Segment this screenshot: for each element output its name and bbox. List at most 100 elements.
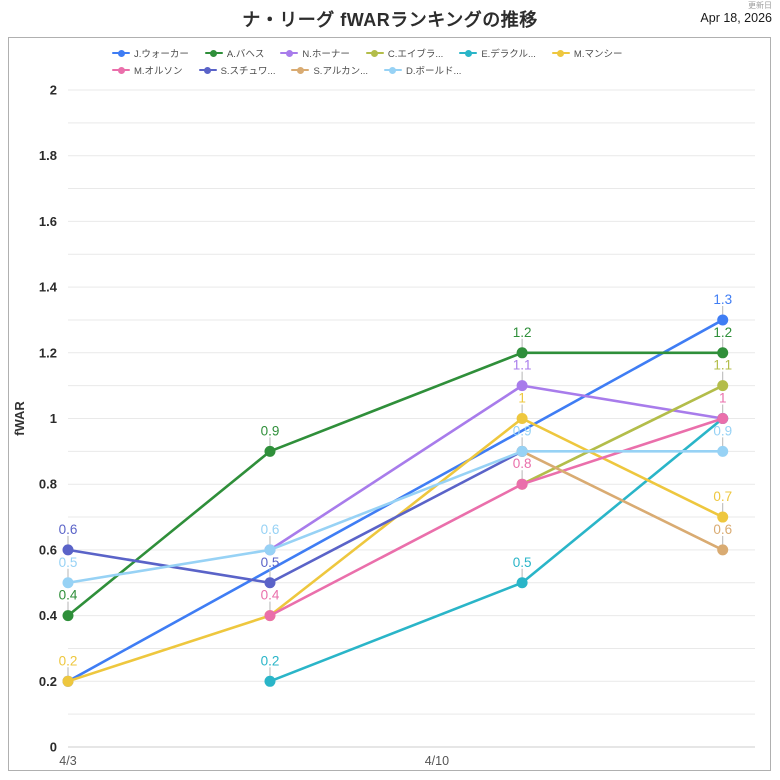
legend-series-marker-icon (383, 66, 402, 75)
updated-info: 更新日 Apr 18, 2026 (700, 1, 772, 26)
y-tick-label: 1.8 (39, 148, 57, 163)
annotation-label: 0.6 (59, 522, 78, 537)
data-point-dot[interactable] (264, 445, 276, 457)
y-tick-label: 2 (50, 83, 57, 98)
legend-label: S.アルカン... (313, 66, 368, 77)
annotation-label: 0.2 (59, 653, 78, 668)
legend-series-marker-icon (291, 66, 310, 75)
data-point-dot[interactable] (717, 314, 729, 326)
annotation-label: 0.9 (713, 423, 732, 438)
annotation-label: 1.2 (513, 325, 532, 340)
series-line (268, 384, 725, 552)
annotation-label: 0.6 (261, 522, 280, 537)
chart-legend: J.ウォーカー A.バヘス N.ホーナー C.エイブラ... E.デラクル... M.マン… (112, 46, 692, 77)
data-point-dot[interactable] (62, 675, 74, 687)
data-point-dot[interactable] (264, 544, 276, 556)
legend-item: M.オルソン (112, 63, 183, 77)
data-point-dot[interactable] (717, 380, 729, 392)
chart-border (8, 37, 771, 771)
legend-label: M.オルソン (134, 66, 183, 77)
series-line (520, 384, 725, 486)
legend-series-marker-icon (204, 49, 223, 58)
legend-item: S.アルカン... (291, 63, 368, 77)
x-tick-label: 4/3 (59, 754, 76, 768)
legend-series-marker-icon (280, 49, 299, 58)
data-point-dot[interactable] (516, 347, 528, 359)
annotation-label: 0.4 (261, 588, 280, 603)
data-point-dot[interactable] (717, 511, 729, 523)
y-tick-label: 1.2 (39, 345, 57, 360)
data-point-dot[interactable] (717, 347, 729, 359)
y-tick-label: 1 (50, 411, 57, 426)
data-point-dot[interactable] (62, 544, 74, 556)
data-point-dot[interactable] (516, 380, 528, 392)
annotation-label: 0.9 (261, 423, 280, 438)
legend-item: M.マンシー (551, 46, 623, 60)
annotation-label: 0.9 (513, 423, 532, 438)
series-line (66, 351, 725, 617)
annotation-label: 0.2 (261, 653, 280, 668)
data-point-dot[interactable] (717, 544, 729, 556)
legend-item: D.ボールド... (383, 63, 462, 77)
legend-label: C.エイブラ... (387, 49, 444, 60)
annotation-label: 1.1 (713, 358, 732, 373)
legend-label: N.ホーナー (302, 49, 350, 60)
annotation-label: 1.3 (713, 292, 732, 307)
y-tick-label: 1.6 (39, 214, 57, 229)
data-point-dot[interactable] (516, 445, 528, 457)
legend-item: S.スチュワ... (198, 63, 276, 77)
data-point-dot[interactable] (516, 577, 528, 589)
updated-label: 更新日 (748, 1, 772, 10)
data-point-dot[interactable] (62, 577, 74, 589)
legend-label: D.ボールド... (405, 66, 462, 77)
legend-item: A.バヘス (204, 46, 265, 60)
annotation-label: 1 (518, 391, 526, 406)
annotation-label: 0.7 (713, 489, 732, 504)
legend-series-marker-icon (112, 66, 130, 75)
legend-series-marker-icon (112, 49, 130, 58)
chart-title: ナ・リーグ fWARランキングの推移 (242, 10, 538, 30)
annotation-label: 1 (719, 391, 727, 406)
data-point-dot[interactable] (717, 413, 729, 424)
legend-label: E.デラクル... (481, 49, 536, 60)
y-tick-label: 0.2 (39, 674, 57, 689)
series-line (520, 450, 725, 552)
y-tick-label: 0.6 (39, 542, 57, 557)
legend-series-marker-icon (551, 49, 570, 58)
data-point-dot[interactable] (717, 445, 729, 457)
legend-label: J.ウォーカー (134, 49, 189, 60)
legend-item: J.ウォーカー (112, 46, 189, 60)
annotation-label: 0.5 (59, 555, 78, 570)
y-axis-title: fWAR (12, 401, 27, 436)
legend-item: N.ホーナー (280, 46, 350, 60)
legend-item: C.エイブラ... (365, 46, 444, 60)
data-point-dot[interactable] (264, 675, 276, 687)
data-point-dot[interactable] (264, 577, 276, 589)
annotation-label: 1.2 (713, 325, 732, 340)
legend-series-marker-icon (365, 49, 384, 58)
legend-series-marker-icon (459, 49, 478, 58)
annotation-label: 0.5 (261, 555, 280, 570)
legend-label: A.バヘス (226, 49, 265, 60)
annotation-label: 0.8 (513, 456, 532, 471)
y-tick-label: 0 (50, 740, 57, 755)
y-tick-label: 1.4 (39, 280, 58, 295)
legend-label: S.スチュワ... (220, 66, 276, 77)
y-tick-label: 0.4 (39, 608, 58, 623)
y-tick-label: 0.8 (39, 477, 57, 492)
data-point-dot[interactable] (62, 610, 74, 622)
annotation-label: 1.1 (513, 358, 532, 373)
x-tick-label: 4/10 (425, 754, 449, 768)
legend-item: E.デラクル... (459, 46, 536, 60)
data-point-dot[interactable] (264, 610, 276, 622)
legend-label: M.マンシー (573, 49, 623, 60)
annotation-label: 0.6 (713, 522, 732, 537)
annotation-label: 0.4 (59, 588, 78, 603)
legend-series-marker-icon (198, 66, 217, 75)
data-point-dot[interactable] (516, 413, 528, 424)
series-line (66, 450, 725, 585)
annotation-label: 0.5 (513, 555, 532, 570)
data-point-dot[interactable] (516, 478, 528, 490)
updated-date: Apr 18, 2026 (700, 10, 772, 25)
